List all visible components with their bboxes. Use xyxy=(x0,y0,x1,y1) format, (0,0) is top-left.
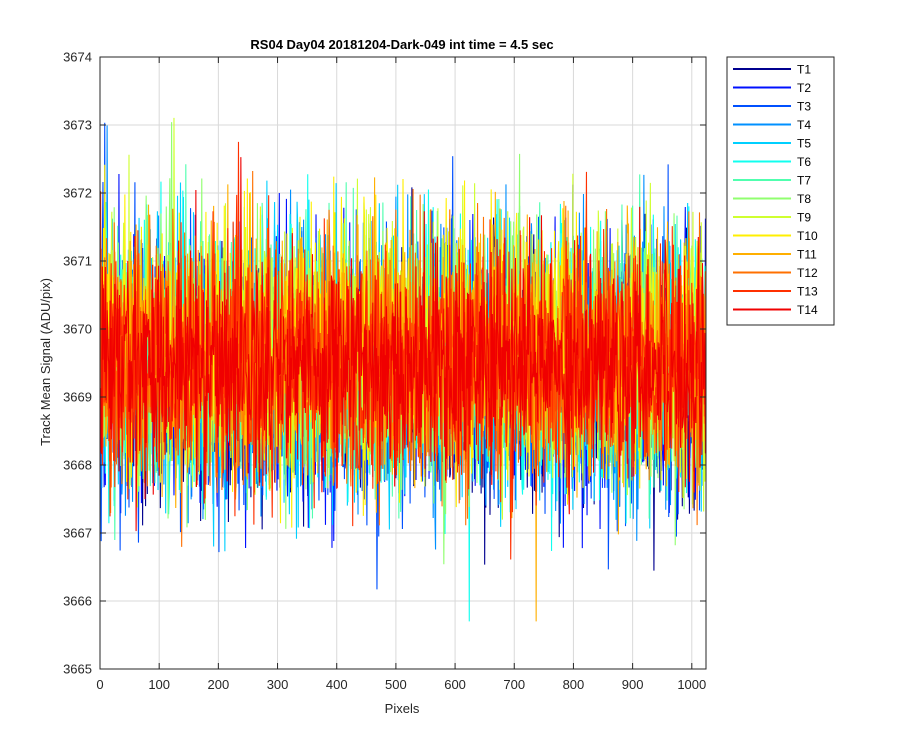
y-tick-label: 3670 xyxy=(63,322,92,337)
legend-label-t5: T5 xyxy=(797,137,811,151)
legend-label-t6: T6 xyxy=(797,155,811,169)
chart-title: RS04 Day04 20181204-Dark-049 int time = … xyxy=(250,37,553,52)
x-tick-label: 300 xyxy=(267,677,289,692)
y-tick-label: 3667 xyxy=(63,526,92,541)
x-tick-label: 600 xyxy=(444,677,466,692)
x-tick-label: 900 xyxy=(622,677,644,692)
y-tick-label: 3666 xyxy=(63,594,92,609)
legend-label-t3: T3 xyxy=(797,100,811,114)
y-tick-label: 3671 xyxy=(63,254,92,269)
y-tick-label: 3672 xyxy=(63,186,92,201)
axes-frame xyxy=(99,56,707,670)
x-tick-label: 700 xyxy=(503,677,525,692)
y-tick-label: 3668 xyxy=(63,458,92,473)
legend-label-t14: T14 xyxy=(797,303,818,317)
legend-label-t8: T8 xyxy=(797,192,811,206)
y-tick-label: 3665 xyxy=(63,662,92,677)
legend-label-t1: T1 xyxy=(797,63,811,77)
y-tick-label: 3674 xyxy=(63,50,92,65)
axes-box xyxy=(99,56,707,670)
legend-label-t9: T9 xyxy=(797,211,811,225)
y-axis-label: Track Mean Signal (ADU/pix) xyxy=(38,278,53,446)
legend-label-t4: T4 xyxy=(797,118,811,132)
legend: T1 T2 T3 T4 T5 T6 T7 T8 T9 T10 T11 T12 T13 T14 xyxy=(726,56,835,326)
legend-label-t7: T7 xyxy=(797,174,811,188)
legend-label-t2: T2 xyxy=(797,81,811,95)
x-tick-label: 200 xyxy=(208,677,230,692)
legend-label-t11: T11 xyxy=(797,248,817,262)
y-tick-label: 3673 xyxy=(63,118,92,133)
legend-label-t12: T12 xyxy=(797,266,818,280)
plot-area xyxy=(100,117,706,622)
x-tick-label: 1000 xyxy=(677,677,706,692)
x-tick-label: 0 xyxy=(96,677,103,692)
x-tick-label: 800 xyxy=(563,677,585,692)
y-tick-label: 3669 xyxy=(63,390,92,405)
legend-label-t13: T13 xyxy=(797,285,818,299)
x-tick-label: 100 xyxy=(148,677,170,692)
legend-label-t10: T10 xyxy=(797,229,818,243)
x-tick-label: 500 xyxy=(385,677,407,692)
legend-box xyxy=(726,56,835,326)
x-axis-label: Pixels xyxy=(385,701,420,716)
series-line-t14 xyxy=(100,157,706,532)
x-tick-label: 400 xyxy=(326,677,348,692)
ticks: 0 100 200 300 400 500 600 700 800 900 1000 3665 3666… xyxy=(63,50,706,693)
